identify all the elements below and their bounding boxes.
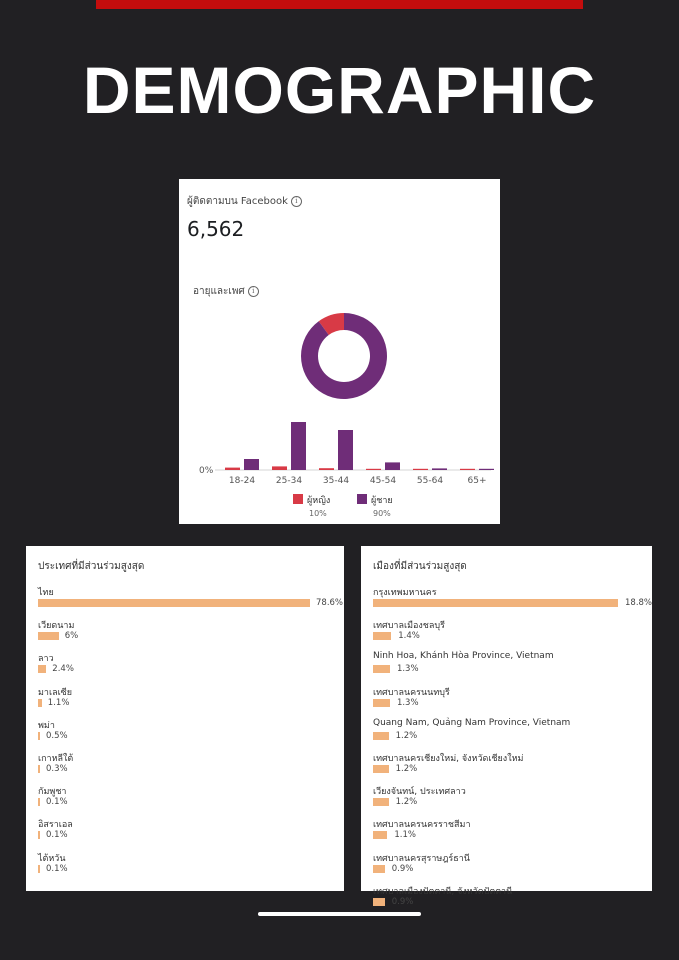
top-countries-card: ประเทศที่มีส่วนร่วมสูงสุด ไทย 78.6% เวียดน…	[26, 546, 344, 891]
legend-female: ผู้หญิง 10%	[293, 493, 330, 518]
list-item-label: มาเลเซีย	[38, 687, 73, 698]
x-tick-label: 18-24	[229, 476, 255, 486]
list-item-bar	[38, 665, 47, 674]
list-item-bar	[373, 698, 390, 707]
list-item-label: เทศบาลนครเชียงใหม่, จังหวัดเชียงใหม่	[373, 754, 524, 764]
list-item-bar	[373, 599, 618, 607]
gender-donut-chart	[301, 313, 387, 400]
age-gender-bar-chart: 0% 18-24 25-34 35-44 45-54 55-64 65+	[199, 422, 494, 486]
list-item-label: เทศบาลเมืองชลบุรี	[373, 621, 445, 632]
list-item-label: พม่า	[38, 720, 55, 731]
list-item-bar	[373, 665, 390, 674]
list-item-label: เทศบาลนครสุราษฎร์ธานี	[373, 853, 470, 864]
list-item-bar	[373, 831, 388, 840]
list-item-label: เทศบาลนครนครราชสีมา	[373, 820, 471, 831]
list-item-bar	[373, 632, 392, 641]
bar-male-55-64	[432, 468, 447, 470]
list-item-bar	[38, 698, 42, 707]
bar-female-55-64	[413, 468, 428, 470]
list-item-value: 0.3%	[46, 764, 68, 774]
list-item-bar	[373, 897, 385, 906]
list-item-bar	[373, 765, 389, 773]
list-item-label: Quang Nam, Quảng Nam Province, Vietnam	[373, 717, 571, 728]
bar-male-25-34	[291, 422, 306, 470]
countries-title: ประเทศที่มีส่วนร่วมสูงสุด	[38, 561, 145, 572]
list-item-value: 0.1%	[46, 863, 68, 874]
y-zero-label: 0%	[199, 466, 214, 476]
info-icon[interactable]: i	[247, 286, 259, 297]
bar-female-65+	[460, 468, 475, 470]
list-item-value: 1.2%	[395, 730, 418, 741]
bar-female-45-54	[366, 468, 381, 470]
list-item-bar	[38, 831, 40, 840]
list-item-label: เวียงจันทน์, ประเทศลาว	[373, 787, 466, 798]
x-tick-label: 65+	[468, 476, 487, 486]
list-item-bar	[38, 599, 310, 607]
list-item-value: 18.8%	[625, 598, 653, 608]
list-item-value: 1.1%	[394, 830, 416, 841]
list-item-label: เกาหลีใต้	[38, 754, 74, 764]
legend-male-percent: 90%	[373, 509, 391, 518]
bar-male-35-44	[338, 430, 353, 470]
donut-slice-female	[318, 313, 345, 335]
legend-male: ผู้ชาย 90%	[357, 493, 393, 518]
list-item-value: 78.6%	[316, 598, 344, 608]
list-item-bar	[373, 864, 385, 873]
list-item-value: 1.2%	[395, 764, 418, 774]
donut-slice-male	[301, 313, 387, 400]
list-item-value: 1.2%	[395, 797, 418, 808]
home-indicator	[258, 912, 421, 916]
list-item-label: ไต้หวัน	[38, 853, 66, 864]
info-icon[interactable]: i	[290, 196, 302, 207]
facebook-followers-card: ผู้ติดตามบน Facebook i 6,562 อายุและเพศ i …	[179, 179, 500, 524]
list-item-label: เทศบาลเมืองปัตตานี, จังหวัดปัตตานี	[373, 886, 513, 897]
list-item-value: 0.1%	[46, 797, 68, 808]
x-tick-label: 25-34	[276, 476, 302, 486]
list-item-value: 1.1%	[47, 697, 70, 708]
bar-female-25-34	[272, 466, 287, 470]
female-swatch	[293, 494, 303, 504]
legend-female-percent: 10%	[309, 509, 327, 518]
age-gender-label: อายุและเพศ i	[193, 284, 259, 299]
list-item-label: ลาว	[38, 654, 54, 665]
list-item-bar	[38, 765, 40, 773]
list-item-label: กัมพูชา	[38, 787, 67, 798]
top-cities-card: เมืองที่มีส่วนร่วมสูงสุด กรุงเทพมหานคร 18…	[361, 546, 653, 907]
list-item-bar	[373, 798, 389, 807]
list-item-bar	[38, 798, 40, 807]
list-item-value: 6%	[64, 631, 79, 642]
male-swatch	[357, 494, 367, 504]
list-item-value: 0.1%	[46, 830, 68, 841]
list-item-bar	[373, 731, 389, 740]
list-item-value: 0.9%	[391, 863, 414, 874]
top-accent-bar	[96, 0, 583, 9]
bar-female-35-44	[319, 468, 334, 470]
list-item-label: กรุงเทพมหานคร	[373, 588, 437, 598]
list-item-label: เทศบาลนครนนทบุรี	[373, 687, 450, 698]
list-item-bar	[38, 632, 59, 641]
list-item-bar	[38, 731, 40, 740]
list-item-label: ไทย	[38, 588, 54, 598]
list-item-bar	[38, 864, 40, 873]
x-tick-label: 55-64	[417, 476, 443, 486]
followers-count: 6,562	[187, 217, 245, 241]
list-item-label: เวียดนาม	[38, 621, 75, 632]
bar-male-65+	[479, 468, 494, 470]
x-tick-label: 45-54	[370, 476, 396, 486]
list-item-value: 0.9%	[391, 896, 414, 907]
list-item-label: Ninh Hoa, Khánh Hòa Province, Vietnam	[373, 651, 554, 662]
x-tick-label: 35-44	[323, 476, 349, 486]
page-title: DEMOGRAPHIC	[82, 53, 597, 127]
followers-label: ผู้ติดตามบน Facebook i	[187, 194, 302, 209]
cities-title: เมืองที่มีส่วนร่วมสูงสุด	[373, 561, 467, 572]
list-item-value: 2.4%	[52, 664, 74, 675]
bar-male-18-24	[244, 459, 259, 470]
bar-male-45-54	[385, 462, 400, 470]
list-item-value: 1.3%	[396, 664, 419, 675]
list-item-value: 0.5%	[46, 730, 68, 741]
list-item-value: 1.4%	[398, 631, 420, 642]
bar-female-18-24	[225, 467, 240, 470]
list-item-value: 1.3%	[396, 697, 419, 708]
list-item-label: อิสราเอล	[38, 820, 73, 831]
